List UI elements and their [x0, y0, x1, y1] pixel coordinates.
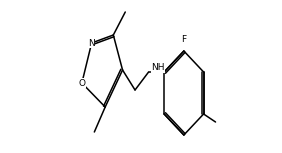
Text: NH: NH	[151, 63, 165, 73]
Text: N: N	[88, 39, 95, 47]
Text: F: F	[181, 34, 186, 43]
Text: O: O	[78, 78, 85, 88]
